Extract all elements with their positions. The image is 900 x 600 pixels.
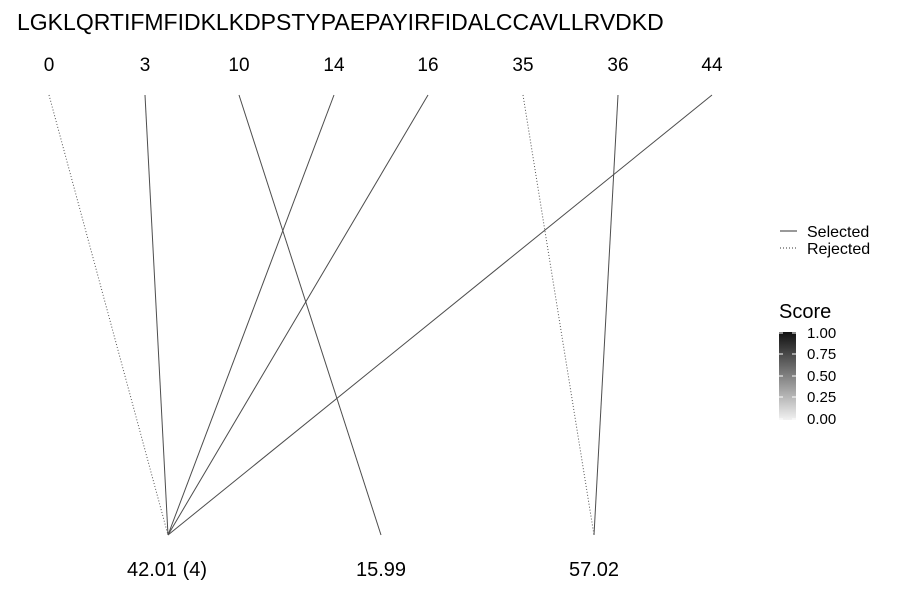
- selected-link-line: [593, 94, 619, 536]
- connection-lines: [48, 94, 713, 536]
- rejected-link-line: [48, 94, 169, 536]
- linetype-legend: Selected Rejected: [780, 224, 870, 258]
- bottom-label: 42.01 (4): [127, 559, 207, 581]
- score-tick-label: 0.50: [807, 368, 836, 385]
- selected-link-line: [238, 94, 382, 536]
- position-label: 44: [701, 55, 723, 76]
- position-label: 0: [44, 55, 55, 76]
- position-label: 10: [228, 55, 249, 76]
- position-label: 14: [323, 55, 345, 76]
- rejected-link-line: [522, 94, 595, 536]
- bottom-label: 15.99: [356, 559, 406, 581]
- position-label: 36: [607, 55, 628, 76]
- score-legend-title: Score: [779, 301, 831, 323]
- legend-label-rejected: Rejected: [807, 241, 870, 258]
- position-label: 3: [140, 55, 151, 76]
- legend-label-selected: Selected: [807, 224, 869, 241]
- top-position-labels: 0 3 10 14 16 35 36 44: [44, 55, 723, 76]
- selected-link-line: [144, 94, 169, 536]
- position-label: 16: [417, 55, 438, 76]
- position-label: 35: [512, 55, 533, 76]
- score-legend: Score 1.00 0.75 0.50 0.25 0.00: [779, 301, 836, 428]
- selected-link-line: [167, 94, 713, 536]
- selected-link-line: [167, 94, 335, 536]
- score-tick-label: 1.00: [807, 325, 836, 342]
- bottom-label: 57.02: [569, 559, 619, 581]
- sequence-title: LGKLQRTIFMFIDKLKDPSTYPAEPAYIRFIDALCCAVLL…: [17, 9, 664, 35]
- score-tick-label: 0.25: [807, 389, 836, 406]
- bottom-mass-labels: 42.01 (4) 15.99 57.02: [127, 559, 619, 581]
- selected-link-line: [167, 94, 429, 536]
- score-colorbar: [779, 332, 796, 420]
- score-tick-label: 0.00: [807, 411, 836, 428]
- score-tick-label: 0.75: [807, 346, 836, 363]
